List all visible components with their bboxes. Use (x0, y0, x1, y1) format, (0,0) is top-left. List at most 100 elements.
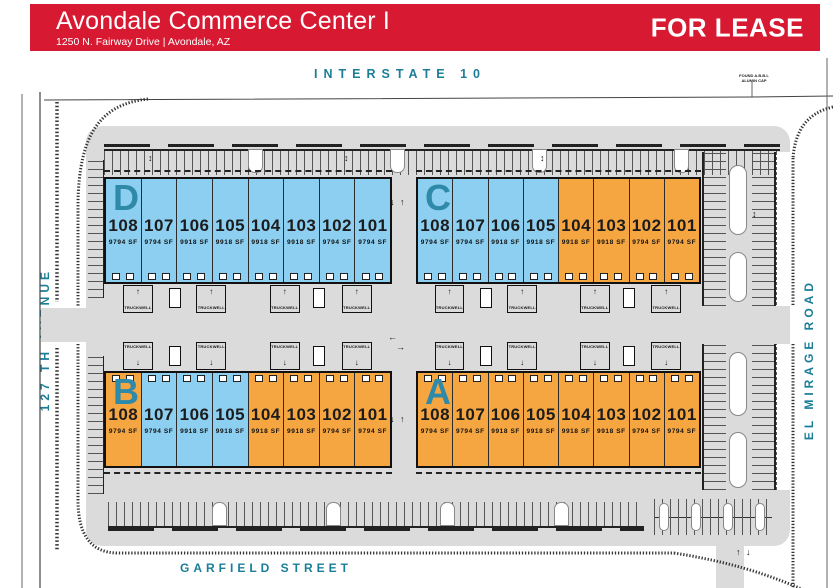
warehouse-door (304, 273, 313, 280)
address-subtitle: 1250 N. Fairway Drive | Avondale, AZ (56, 35, 231, 48)
garfield-curve-curb (673, 551, 803, 588)
warehouse-door (232, 273, 241, 280)
truck-well-label: TRUCKWELL (581, 305, 609, 310)
warehouse-door (459, 375, 468, 382)
unit-square-footage: 9794 SF (144, 238, 174, 246)
unit-number: 103 (596, 404, 627, 424)
arrow-up-icon: ↑ (400, 197, 405, 207)
truck-well-label: TRUCKWELL (271, 344, 299, 349)
unit-number: 103 (286, 404, 317, 424)
arrow-up-icon: ↑ (135, 287, 140, 296)
unit-number: 101 (666, 404, 697, 424)
truck-well-label: TRUCKWELL (197, 344, 225, 349)
unit-square-footage: 9794 SF (632, 238, 662, 246)
arrow-updown-icon: ↕ (752, 209, 757, 219)
warehouse-door (565, 375, 574, 382)
truck-well: ↑ TRUCKWELL (341, 285, 372, 313)
unit-number: 106 (490, 215, 521, 235)
warehouse-door (529, 273, 538, 280)
unit-number: 103 (596, 215, 627, 235)
unit-number: 101 (357, 404, 388, 424)
warehouse-door (325, 375, 334, 382)
unit-number: 106 (490, 404, 521, 424)
unit-square-footage: 9918 SF (287, 427, 316, 435)
storefront-canopy-line (416, 472, 701, 474)
truck-well-label: TRUCKWELL (435, 305, 464, 310)
trash-enclosure (480, 288, 493, 308)
warehouse-door (508, 273, 517, 280)
unit-B-107: 107 9794 SF (141, 373, 178, 466)
warehouse-door (649, 375, 658, 382)
unit-C-101: 101 9794 SF (664, 179, 699, 282)
building-A: A 108 9794 SF 107 9794 SF 106 9918 SF 105 9918 S… (416, 371, 701, 468)
trash-enclosure (168, 346, 181, 366)
unit-number: 102 (631, 215, 662, 235)
landscape-island (729, 352, 747, 416)
title-block: Avondale Commerce Center I 1250 N. Fairw… (30, 7, 390, 48)
west-parking-stalls (88, 356, 104, 494)
unit-number: 104 (250, 215, 281, 235)
unit-A-103: 103 9918 SF (594, 373, 630, 466)
unit-square-footage: 9794 SF (108, 238, 138, 246)
truck-well: TRUCKWELL ↓ (196, 342, 227, 370)
unit-number: 105 (215, 404, 246, 424)
truck-well-label: TRUCKWELL (124, 344, 152, 349)
truck-well-label: TRUCKWELL (581, 344, 609, 349)
truck-well-label: TRUCKWELL (271, 305, 299, 310)
arrow-updown-icon: ↕ (344, 153, 349, 163)
landscape-island (659, 503, 669, 531)
unit-D-107: 107 9794 SF (141, 179, 178, 282)
unit-number: 108 (420, 215, 451, 235)
truck-well: ↑ TRUCKWELL (434, 285, 465, 313)
trash-enclosure (622, 346, 635, 366)
south-curb-dashes (108, 528, 644, 531)
unit-square-footage: 9918 SF (526, 238, 556, 246)
warehouse-door (473, 375, 482, 382)
landscape-island (729, 165, 747, 235)
landscape-island (212, 502, 227, 526)
unit-square-footage: 9918 SF (491, 427, 521, 435)
warehouse-door (424, 273, 433, 280)
warehouse-door (361, 375, 370, 382)
arrow-down-icon: ↓ (209, 358, 214, 367)
building-C: C 108 9794 SF 107 9794 SF 106 9918 SF 105 9918 S… (416, 177, 701, 284)
unit-C-108: 108 9794 SF (418, 179, 454, 282)
truck-well-label: TRUCKWELL (124, 305, 152, 310)
unit-C-103: 103 9918 SF (594, 179, 630, 282)
truck-well-label: TRUCKWELL (652, 344, 680, 349)
el-mirage-top-curve (791, 105, 833, 159)
warehouse-door (219, 273, 228, 280)
warehouse-door (126, 273, 135, 280)
warehouse-door (578, 375, 587, 382)
landscape-island (729, 432, 747, 488)
landscape-island (755, 503, 765, 531)
landscape-island (674, 149, 689, 173)
unit-square-footage: 9918 SF (491, 238, 521, 246)
unit-square-footage: 9918 SF (251, 238, 281, 246)
unit-square-footage: 9918 SF (526, 427, 556, 435)
unit-square-footage: 9794 SF (420, 427, 450, 435)
truck-well-label: TRUCKWELL (343, 305, 371, 310)
unit-B-101: 101 9794 SF (355, 373, 390, 466)
unit-square-footage: 9794 SF (144, 427, 174, 435)
unit-square-footage: 9794 SF (455, 238, 485, 246)
west-entry-drive (41, 308, 87, 342)
unit-number: 102 (631, 404, 662, 424)
unit-square-footage: 9918 SF (215, 238, 245, 246)
building-letter-B: B (113, 371, 139, 412)
warehouse-door (649, 273, 658, 280)
survey-monument-note: FOUND A.B.B.L ALUMIN CAP (731, 73, 777, 83)
trash-enclosure (480, 346, 493, 366)
unit-number: 105 (525, 404, 556, 424)
unit-B-104: 104 9918 SF (248, 373, 285, 466)
warehouse-door (161, 273, 170, 280)
warehouse-door (614, 375, 623, 382)
landscape-island (248, 149, 263, 173)
truck-well: ↑ TRUCKWELL (507, 285, 538, 313)
warehouse-door (304, 375, 313, 382)
building-letter-A: A (425, 371, 451, 412)
unit-C-105: 105 9918 SF (523, 179, 559, 282)
warehouse-door (361, 273, 370, 280)
landscape-island (691, 503, 701, 531)
arrow-up-icon: ↑ (736, 547, 741, 557)
